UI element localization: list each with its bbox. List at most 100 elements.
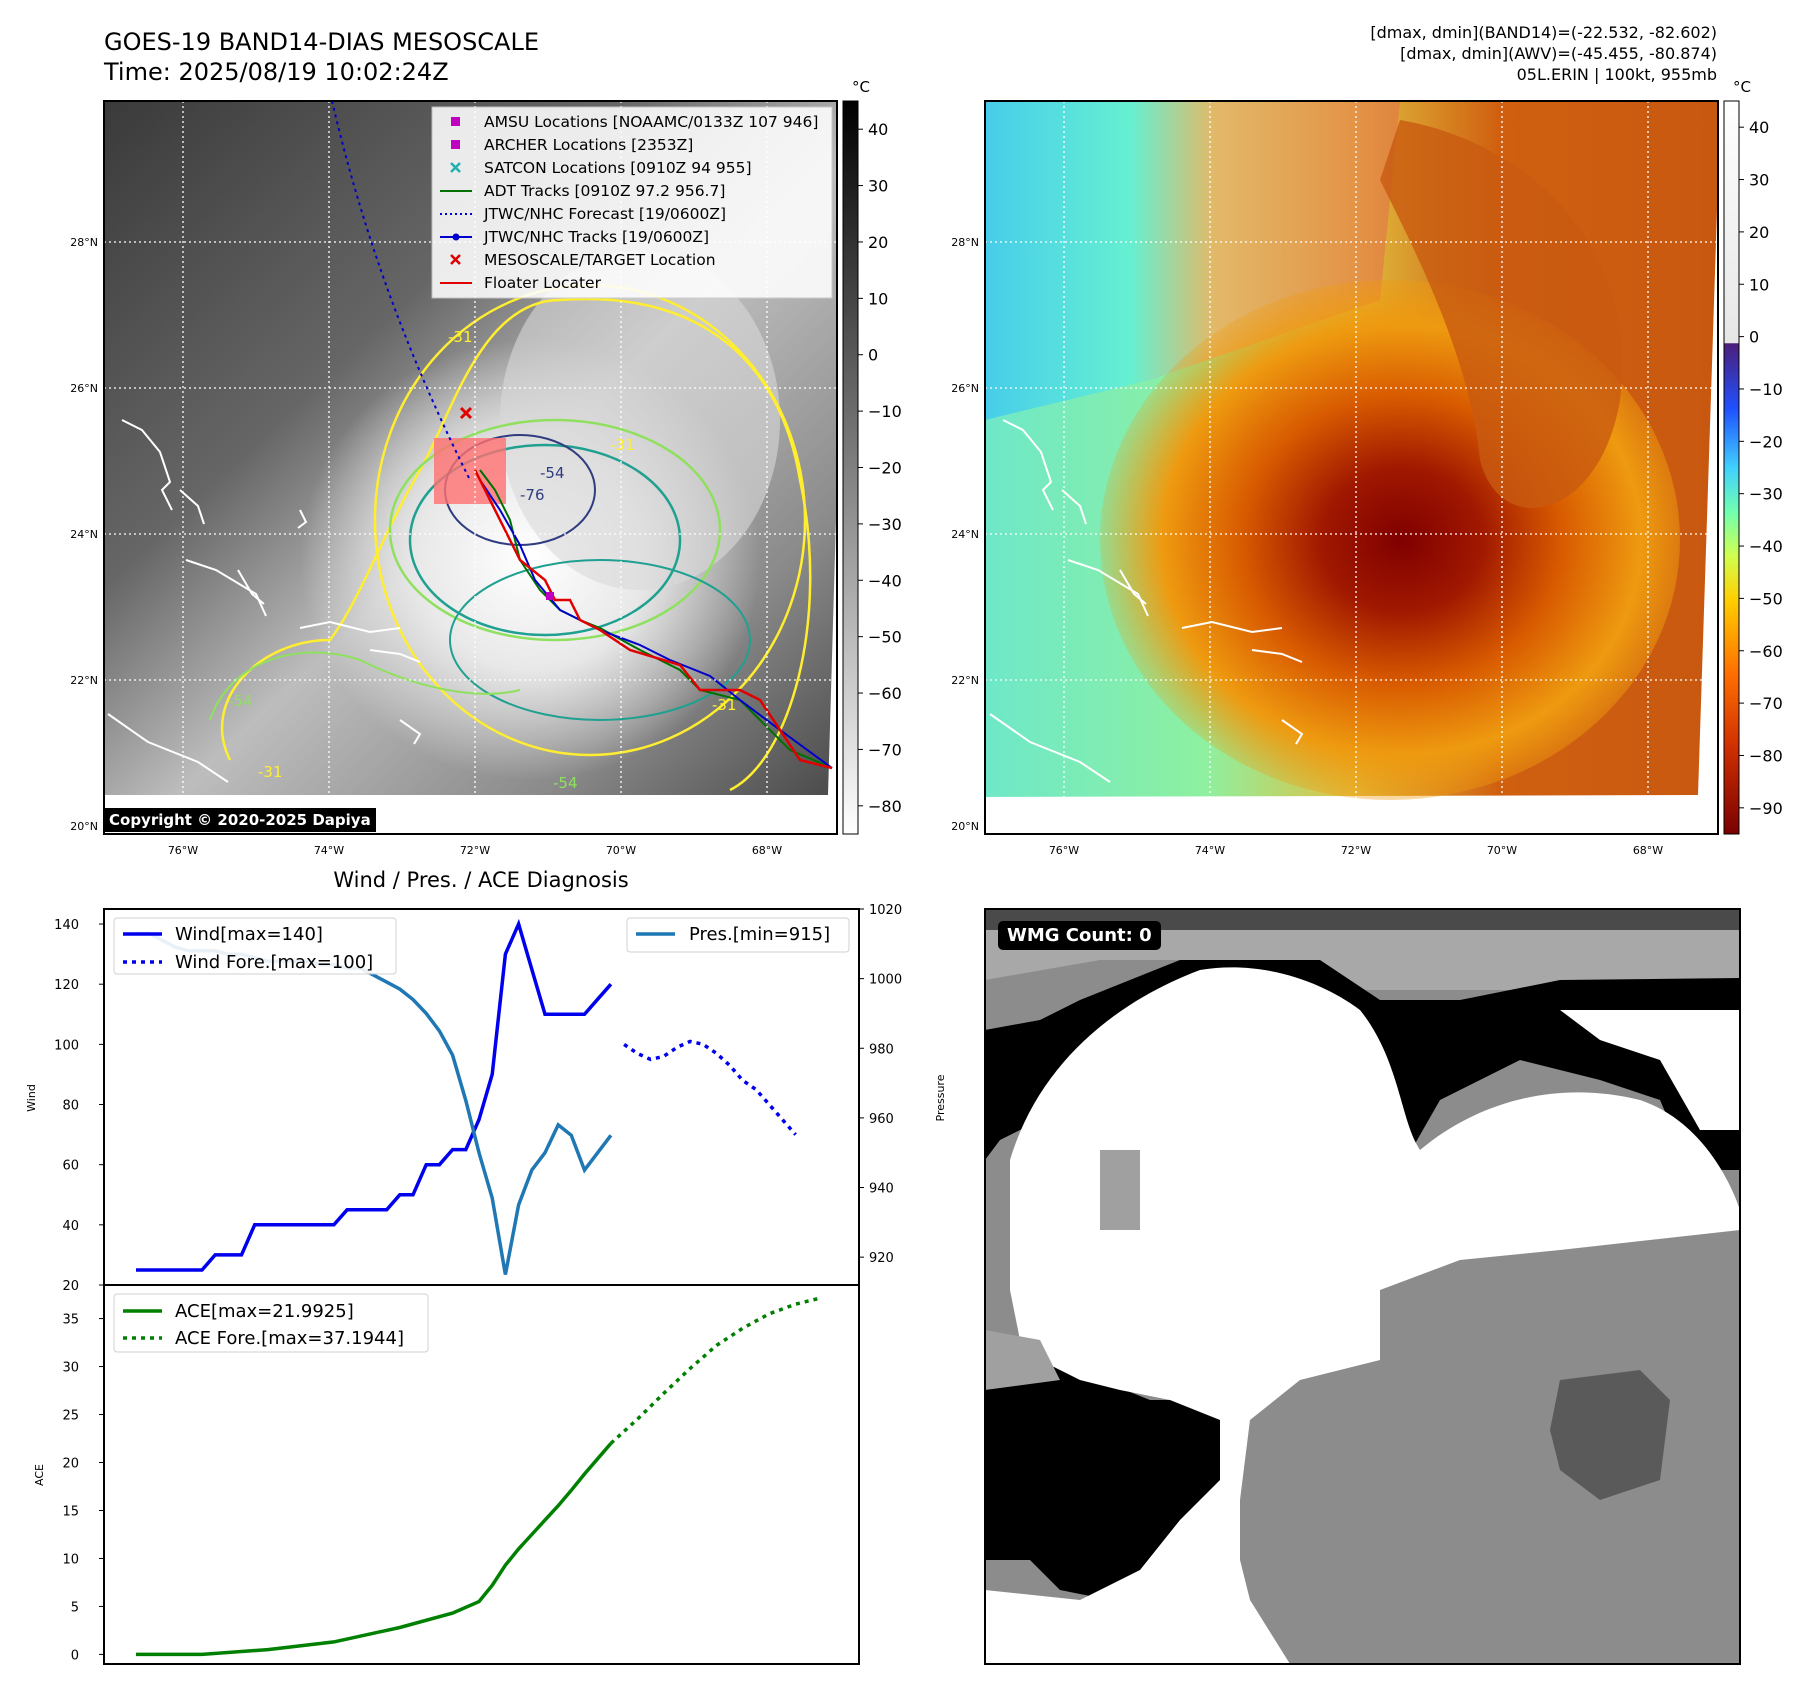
wmg-gray-top	[985, 930, 1740, 990]
wv-coastline	[989, 419, 1304, 783]
stats-line2: [dmax, dmin](AWV)=(-45.455, -80.874)	[1400, 44, 1717, 63]
colorbar-tick-label: −70	[1749, 694, 1783, 713]
svg-text:24°N: 24°N	[951, 528, 979, 541]
wind-tick-label: 20	[62, 1279, 79, 1294]
svg-text:76°W: 76°W	[1049, 844, 1079, 857]
coastline-left	[107, 419, 422, 783]
colorbar-tick-label: 40	[868, 120, 888, 139]
contour-label: -54	[553, 774, 578, 792]
colorbar-tick-label: −10	[868, 402, 902, 421]
ace-tick-label: 15	[62, 1504, 79, 1519]
stats-line1: [dmax, dmin](BAND14)=(-22.532, -82.602)	[1370, 23, 1717, 42]
ace-tick-label: 30	[62, 1361, 79, 1376]
ace-forecast-legend-label: ACE Fore.[max=37.1944]	[175, 1328, 404, 1349]
legend-marker-x	[450, 254, 461, 265]
wv-map-lon-ticks: 76°W 74°W 72°W 70°W 68°W	[1049, 844, 1663, 857]
target-location-marker	[459, 406, 473, 420]
colorbar-tick-label: −80	[1749, 746, 1783, 765]
wmg-panel	[985, 909, 1740, 1664]
contour-label: -31	[610, 436, 635, 454]
wind-tick-label: 120	[54, 978, 79, 993]
colorbar-tick-label: −10	[1749, 380, 1783, 399]
wmg-gray-patch	[1100, 1150, 1140, 1230]
svg-text:68°W: 68°W	[752, 844, 782, 857]
ace-tick-label: 5	[71, 1600, 79, 1615]
svg-text:76°W: 76°W	[168, 844, 198, 857]
contour-yellow-outer	[220, 297, 812, 792]
contour-label: -31	[258, 763, 283, 781]
wv-imagery-top	[985, 101, 1400, 420]
wind-tick-label: 40	[62, 1219, 79, 1234]
wind-legend: Wind[max=140] Wind Fore.[max=100]	[113, 917, 397, 975]
legend-entry: ARCHER Locations [2353Z]	[451, 136, 693, 154]
colorbar-tick-label: 30	[868, 177, 888, 196]
ace-tick-label: 0	[71, 1648, 79, 1663]
legend-marker-dot	[452, 233, 460, 241]
ir-map-frame	[103, 100, 838, 835]
ace-tick-label: 35	[62, 1313, 79, 1328]
wind-tick-label: 140	[54, 918, 79, 933]
pressure-legend-label: Pres.[min=915]	[689, 924, 830, 945]
pressure-tick-label: 960	[869, 1112, 894, 1127]
legend-label: SATCON Locations [0910Z 94 955]	[484, 159, 752, 177]
svg-text:24°N: 24°N	[70, 528, 98, 541]
legend-entry: MESOSCALE/TARGET Location	[450, 251, 716, 269]
wmg-count-badge: WMG Count: 0	[998, 921, 1161, 950]
wmg-gray-patch-left	[985, 1330, 1060, 1390]
svg-text:26°N: 26°N	[70, 382, 98, 395]
ace-tick-label: 25	[62, 1409, 79, 1424]
legend-entry: Floater Locater	[440, 274, 602, 292]
wmg-white-region-2	[1560, 1010, 1740, 1130]
pressure-tick-label: 1000	[869, 973, 902, 988]
legend-label: JTWC/NHC Forecast [19/0600Z]	[483, 205, 726, 223]
pressure-tick-label: 920	[869, 1251, 894, 1266]
ir-cloud-band	[500, 250, 780, 590]
wind-tick-label: 100	[54, 1038, 79, 1053]
colorbar-tick-label: −80	[868, 797, 902, 816]
contour-teal-2	[449, 559, 751, 721]
colorbar-tick-label: 30	[1749, 171, 1769, 190]
pressure-axis-label: Pressure	[934, 1074, 947, 1121]
legend-marker-square	[451, 140, 460, 149]
contour-label: -31	[448, 328, 473, 346]
pressure-legend: Pres.[min=915]	[626, 917, 850, 953]
svg-text:28°N: 28°N	[70, 236, 98, 249]
svg-text:22°N: 22°N	[951, 674, 979, 687]
archer-location-marker	[546, 592, 554, 600]
colorbar-tick-label: −50	[1749, 589, 1783, 608]
figure-title-line1: GOES-19 BAND14-DIAS MESOSCALE	[104, 28, 539, 56]
svg-text:70°W: 70°W	[1487, 844, 1517, 857]
colorbar-tick-label: −30	[1749, 485, 1783, 504]
svg-text:74°W: 74°W	[1195, 844, 1225, 857]
contour-teal	[408, 443, 682, 637]
wind-forecast-line	[623, 1039, 797, 1136]
svg-text:72°W: 72°W	[460, 844, 490, 857]
legend-entry: JTWC/NHC Forecast [19/0600Z]	[440, 205, 726, 223]
colorbar-right	[1723, 100, 1740, 835]
ace-legend: ACE[max=21.9925] ACE Fore.[max=37.1944]	[113, 1293, 429, 1353]
svg-text:74°W: 74°W	[314, 844, 344, 857]
ir-map-lat-ticks: 28°N 26°N 24°N 22°N 20°N	[70, 236, 98, 833]
colorbar-tick-label: 0	[1749, 328, 1759, 347]
wmg-frame	[984, 908, 1741, 1665]
colorbar-tick-label: 20	[868, 233, 888, 252]
figure-title-line2: Time: 2025/08/19 10:02:24Z	[103, 58, 449, 86]
colorbar-right-unit: °C	[1733, 78, 1751, 96]
colorbar-tick-label: −50	[868, 628, 902, 647]
wv-map-panel	[985, 101, 1718, 834]
colorbar-tick-label: 20	[1749, 223, 1769, 242]
ace-axis-label: ACE	[33, 1464, 46, 1486]
mesoscale-target-box	[434, 438, 506, 504]
contour-label: -31	[712, 696, 737, 714]
svg-text:22°N: 22°N	[70, 674, 98, 687]
contour-label: -76	[520, 486, 545, 504]
copyright-label: Copyright © 2020-2025 Dapiya	[104, 808, 376, 832]
jtwc-nhc-track	[479, 479, 833, 769]
wind-forecast-legend-label: Wind Fore.[max=100]	[175, 952, 373, 973]
colorbar-tick-label: −60	[868, 684, 902, 703]
colorbar-left	[842, 100, 859, 835]
wind-axis-label: Wind	[25, 1084, 38, 1112]
colorbar-tick-label: 10	[1749, 275, 1769, 294]
wv-map-frame	[984, 100, 1719, 835]
svg-text:68°W: 68°W	[1633, 844, 1663, 857]
